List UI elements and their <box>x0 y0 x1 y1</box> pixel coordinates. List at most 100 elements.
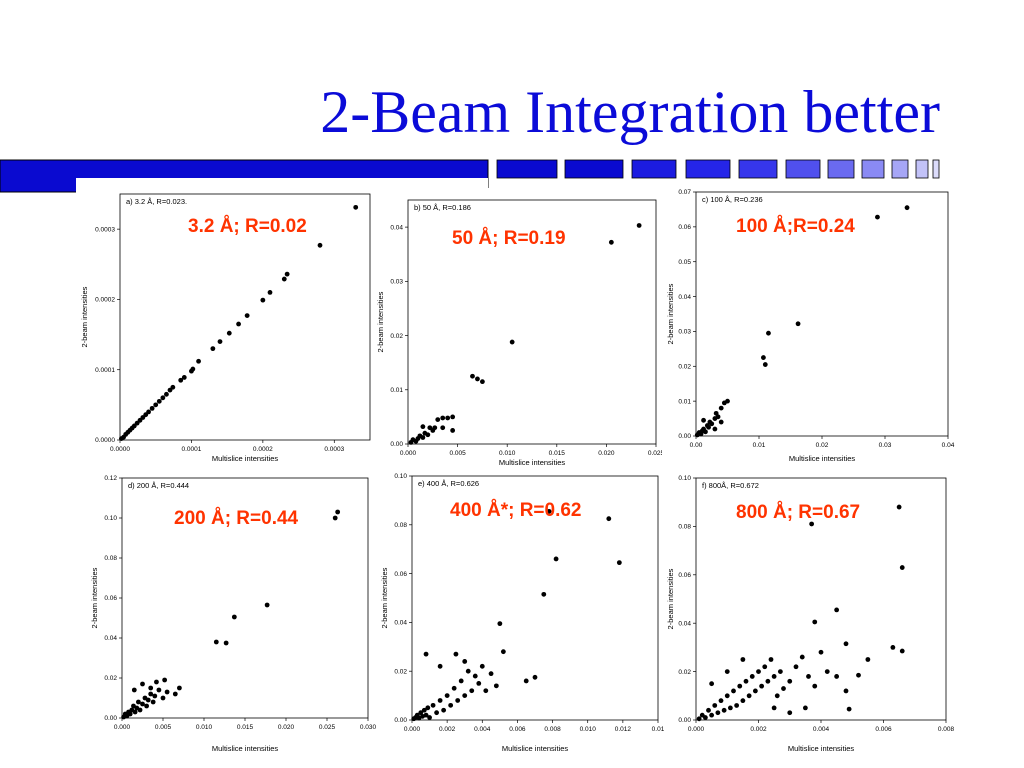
data-point <box>856 672 861 678</box>
panel-label: f) 800Å, R=0.672 <box>702 481 759 490</box>
x-tick-label: 0.000 <box>404 726 421 733</box>
data-point <box>715 414 721 420</box>
x-tick-label: 0.00 <box>690 442 703 449</box>
data-point <box>743 678 749 684</box>
data-point <box>712 426 718 432</box>
y-tick-label: 0.0001 <box>95 367 115 374</box>
data-point <box>465 668 471 674</box>
y-tick-label: 0.0003 <box>95 226 115 233</box>
data-point <box>553 556 559 562</box>
data-point <box>532 674 538 680</box>
x-tick-label: 0.002 <box>439 726 456 733</box>
data-point <box>759 683 765 689</box>
data-point <box>765 678 771 684</box>
data-point <box>509 339 515 345</box>
data-point <box>425 705 431 711</box>
x-tick-label: 0.012 <box>615 726 632 733</box>
data-point <box>418 710 424 716</box>
x-tick-label: 0.000 <box>114 724 131 731</box>
data-point <box>455 698 461 703</box>
data-point <box>470 373 475 379</box>
y-axis-label: 2-beam intensities <box>380 567 389 628</box>
data-point <box>795 321 801 327</box>
data-point <box>451 685 457 691</box>
x-tick-label: 0.006 <box>875 726 892 733</box>
data-point <box>771 674 777 679</box>
data-point <box>440 415 446 421</box>
y-axis-label: 2-beam intensities <box>666 283 675 344</box>
scatter-plot: 0.000 0.002 0.004 0.006 0.008 0.010 0.012 0.01 0… <box>378 470 668 756</box>
data-point <box>475 376 480 382</box>
r-factor-callout: 200 Å; R=0.44 <box>174 508 299 529</box>
panel-label: e) 400 Å, R=0.626 <box>418 479 479 488</box>
data-point <box>469 688 475 694</box>
data-point <box>170 384 176 390</box>
data-point <box>140 681 145 687</box>
data-point <box>160 695 166 701</box>
data-point <box>190 366 196 372</box>
data-point <box>432 425 438 431</box>
scatter-plot: 0.000 0.005 0.010 0.015 0.020 0.025 0.00 0.01 0.… <box>374 188 662 470</box>
y-tick-label: 0.02 <box>390 333 403 340</box>
x-tick-label: 0.020 <box>598 450 615 457</box>
data-point <box>213 639 219 645</box>
data-point <box>231 614 237 620</box>
banner-block <box>631 159 677 179</box>
y-tick-label: 0.04 <box>394 620 407 627</box>
data-point <box>766 330 771 336</box>
banner-block <box>915 159 929 179</box>
y-tick-label: 0.02 <box>678 363 691 370</box>
x-tick-label: 0.008 <box>938 726 954 733</box>
data-point <box>210 346 216 352</box>
data-point <box>875 214 880 220</box>
data-point <box>793 664 799 670</box>
data-point <box>284 271 290 277</box>
data-point <box>156 398 162 404</box>
x-tick-label: 0.02 <box>816 442 829 449</box>
x-tick-label: 0.0002 <box>253 446 273 453</box>
y-tick-label: 0.0000 <box>95 437 115 444</box>
x-tick-label: 0.005 <box>155 724 172 731</box>
data-point <box>281 276 287 282</box>
data-point <box>140 701 145 707</box>
panel-label: a) 3.2 Å, R=0.023. <box>126 197 187 206</box>
data-point <box>437 698 443 703</box>
data-point <box>264 602 270 608</box>
data-point <box>818 649 824 655</box>
x-axis-label: Multislice intensities <box>499 458 566 467</box>
data-point <box>267 290 273 295</box>
data-point <box>131 687 137 693</box>
data-point <box>453 651 459 657</box>
data-point <box>181 375 187 380</box>
data-point <box>217 339 223 344</box>
data-point <box>846 706 852 712</box>
data-point <box>781 686 786 691</box>
y-tick-label: 0.0002 <box>95 297 115 304</box>
y-tick-label: 0.08 <box>394 522 407 529</box>
scatter-plot: 0.000 0.002 0.004 0.006 0.008 0.00 0.02 0.04 0.0… <box>664 470 954 756</box>
data-point <box>904 205 910 211</box>
data-point <box>172 691 178 697</box>
data-point <box>441 707 447 713</box>
data-point <box>706 424 711 430</box>
x-tick-label: 0.01 <box>753 442 766 449</box>
data-point <box>154 679 159 685</box>
x-tick-label: 0.004 <box>474 726 491 733</box>
y-tick-label: 0.10 <box>394 473 407 480</box>
data-point <box>899 565 905 570</box>
y-tick-label: 0.04 <box>678 620 691 627</box>
y-tick-label: 0.06 <box>394 571 407 578</box>
data-point <box>332 515 338 521</box>
data-point <box>787 678 793 684</box>
data-point <box>423 651 429 657</box>
x-tick-label: 0.000 <box>400 450 417 457</box>
banner-block <box>932 159 940 179</box>
data-point <box>437 663 443 669</box>
data-point <box>244 313 250 318</box>
data-point <box>178 377 184 383</box>
data-point <box>709 421 715 427</box>
x-tick-label: 0.0003 <box>324 446 344 453</box>
data-point <box>899 648 905 654</box>
data-point <box>771 705 777 711</box>
x-tick-label: 0.010 <box>196 724 213 731</box>
